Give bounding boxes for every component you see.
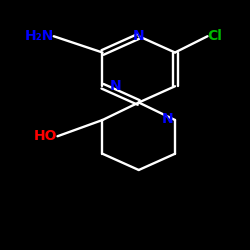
Text: N: N [133,29,144,43]
Text: Cl: Cl [208,29,222,43]
Text: HO: HO [34,129,58,143]
Text: N: N [110,79,122,93]
Text: H₂N: H₂N [24,29,54,43]
Text: N: N [162,112,173,126]
